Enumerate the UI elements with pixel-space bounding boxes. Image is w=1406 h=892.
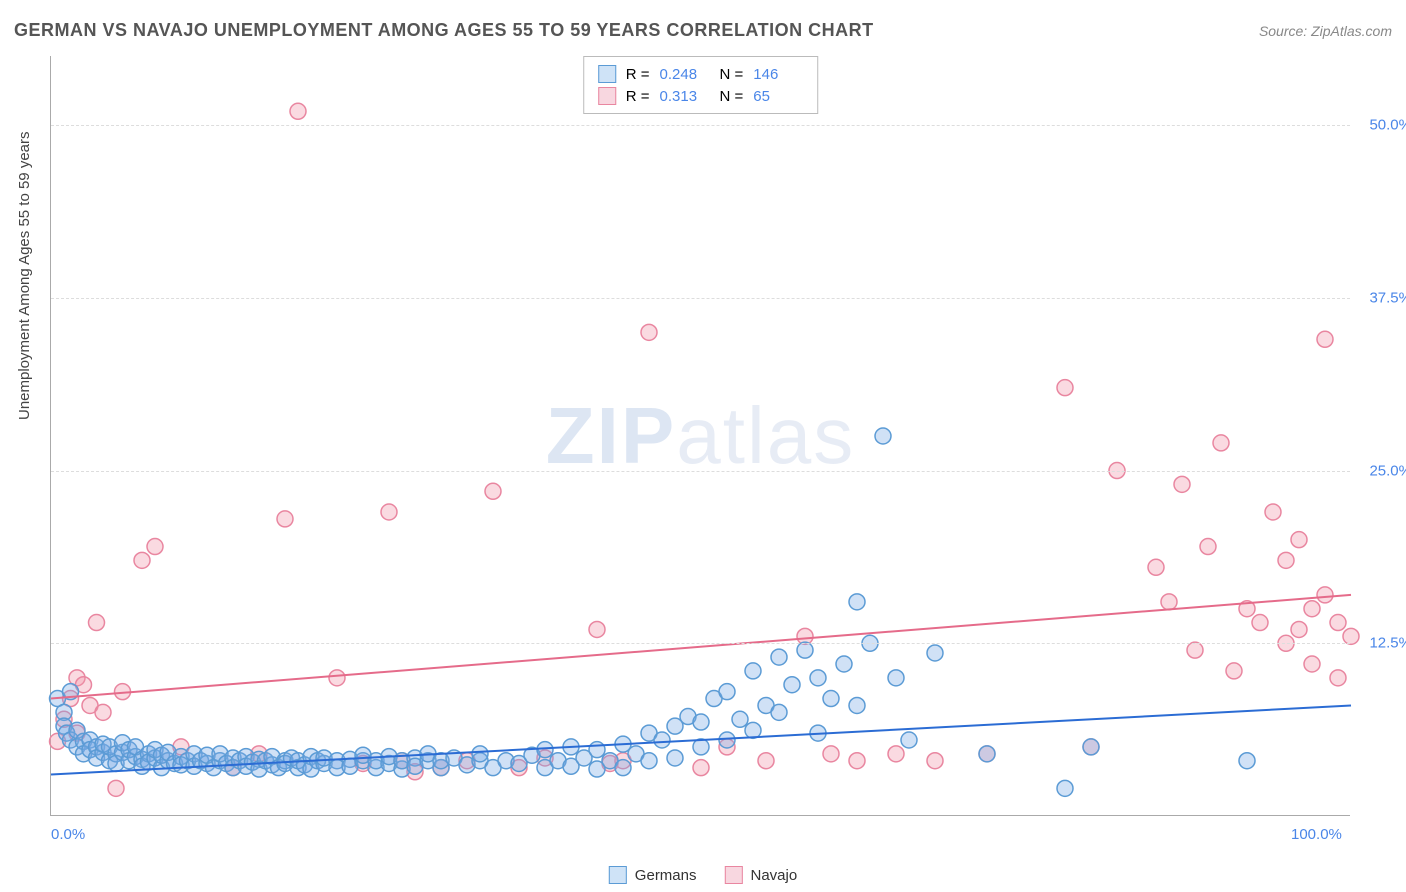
data-point [693, 739, 709, 755]
data-point [849, 697, 865, 713]
data-point [1226, 663, 1242, 679]
data-point [89, 615, 105, 631]
data-point [1317, 331, 1333, 347]
data-point [290, 103, 306, 119]
data-point [810, 670, 826, 686]
data-point [849, 753, 865, 769]
data-point [693, 714, 709, 730]
gridline [51, 471, 1350, 472]
data-point [472, 746, 488, 762]
data-point [147, 539, 163, 555]
data-point [615, 760, 631, 776]
legend-swatch-navajo [724, 866, 742, 884]
x-tick-label: 100.0% [1291, 826, 1342, 843]
data-point [329, 670, 345, 686]
x-tick-label: 0.0% [51, 826, 85, 843]
data-point [277, 511, 293, 527]
data-point [745, 663, 761, 679]
y-tick-label: 25.0% [1369, 462, 1406, 479]
y-tick-label: 37.5% [1369, 289, 1406, 306]
data-point [771, 649, 787, 665]
data-point [901, 732, 917, 748]
data-point [1252, 615, 1268, 631]
data-point [1330, 670, 1346, 686]
data-point [1187, 642, 1203, 658]
data-point [1304, 656, 1320, 672]
data-point [849, 594, 865, 610]
legend-item-navajo: Navajo [724, 866, 797, 884]
data-point [95, 704, 111, 720]
data-point [537, 742, 553, 758]
data-point [823, 691, 839, 707]
data-point [732, 711, 748, 727]
y-tick-label: 50.0% [1369, 117, 1406, 134]
data-point [836, 656, 852, 672]
data-point [1304, 601, 1320, 617]
data-point [641, 324, 657, 340]
data-point [1083, 739, 1099, 755]
data-point [485, 483, 501, 499]
data-point [1343, 628, 1359, 644]
data-point [1291, 621, 1307, 637]
source-attribution: Source: ZipAtlas.com [1259, 23, 1392, 39]
legend-label-germans: Germans [635, 867, 697, 884]
data-point [797, 642, 813, 658]
data-point [1291, 532, 1307, 548]
data-point [1213, 435, 1229, 451]
data-point [1330, 615, 1346, 631]
data-point [979, 746, 995, 762]
data-point [823, 746, 839, 762]
data-point [1317, 587, 1333, 603]
data-point [1148, 559, 1164, 575]
data-point [1174, 476, 1190, 492]
legend-label-navajo: Navajo [750, 867, 797, 884]
data-point [589, 621, 605, 637]
data-point [693, 760, 709, 776]
data-point [1057, 380, 1073, 396]
gridline [51, 643, 1350, 644]
chart-plot-area: ZIPatlas R = 0.248 N = 146 R = 0.313 N =… [50, 56, 1350, 816]
chart-header: GERMAN VS NAVAJO UNEMPLOYMENT AMONG AGES… [14, 20, 1392, 41]
legend-item-germans: Germans [609, 866, 697, 884]
data-point [667, 750, 683, 766]
data-point [719, 732, 735, 748]
data-point [1161, 594, 1177, 610]
data-point [134, 552, 150, 568]
data-point [1239, 753, 1255, 769]
data-point [1278, 552, 1294, 568]
data-point [875, 428, 891, 444]
trend-line [51, 595, 1351, 699]
data-point [927, 753, 943, 769]
data-point [888, 746, 904, 762]
data-point [758, 753, 774, 769]
scatter-plot-svg [51, 56, 1350, 815]
data-point [784, 677, 800, 693]
data-point [641, 753, 657, 769]
data-point [771, 704, 787, 720]
data-point [745, 722, 761, 738]
gridline [51, 298, 1350, 299]
data-point [927, 645, 943, 661]
y-tick-label: 12.5% [1369, 635, 1406, 652]
data-point [1200, 539, 1216, 555]
data-point [719, 684, 735, 700]
data-point [108, 780, 124, 796]
data-point [1057, 780, 1073, 796]
data-point [381, 504, 397, 520]
gridline [51, 125, 1350, 126]
data-point [888, 670, 904, 686]
data-point [1265, 504, 1281, 520]
data-point [654, 732, 670, 748]
legend-bottom: Germans Navajo [609, 866, 797, 884]
legend-swatch-germans [609, 866, 627, 884]
y-axis-label: Unemployment Among Ages 55 to 59 years [16, 131, 33, 420]
data-point [589, 742, 605, 758]
chart-title: GERMAN VS NAVAJO UNEMPLOYMENT AMONG AGES… [14, 20, 874, 41]
